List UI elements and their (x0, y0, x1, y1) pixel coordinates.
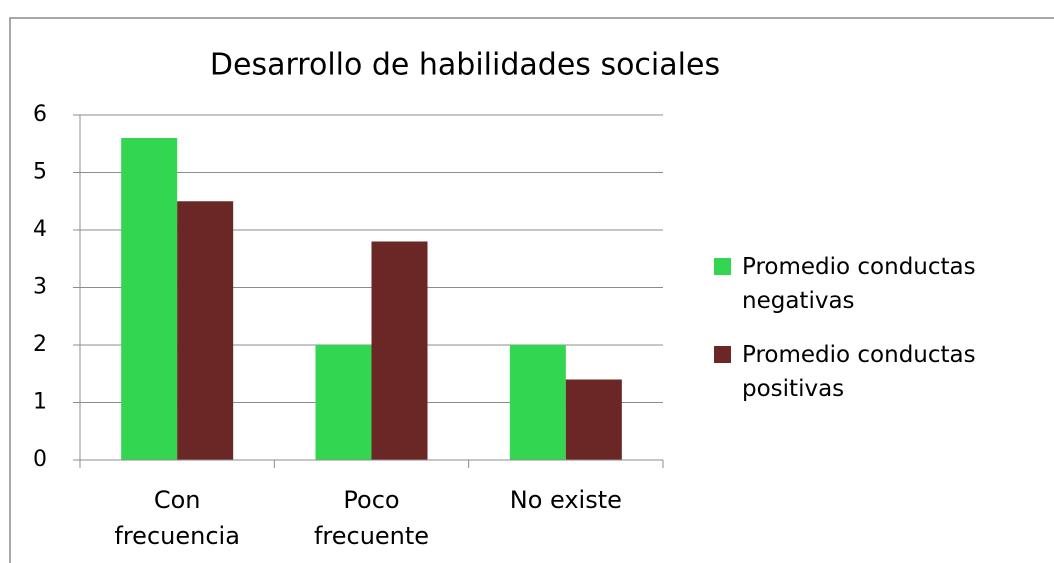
legend-label: Promedio conductas negativas (742, 254, 976, 314)
x-tick-label: No existe (509, 486, 622, 514)
x-tick-label: Con frecuencia (114, 486, 240, 550)
chart-frame (9, 17, 1054, 563)
legend-label: Promedio conductas positivas (742, 342, 976, 402)
bar (371, 241, 428, 460)
x-tick-label: Poco frecuente (313, 486, 430, 550)
y-tick-label: 2 (33, 332, 47, 357)
bar (315, 345, 372, 460)
bar (121, 138, 178, 460)
legend-swatch (714, 258, 731, 275)
legend-swatch (714, 346, 731, 363)
y-tick-label: 4 (33, 217, 47, 242)
y-tick-label: 0 (33, 447, 47, 472)
y-tick-label: 5 (33, 160, 47, 185)
y-tick-label: 6 (33, 102, 47, 127)
bar (509, 345, 566, 460)
y-tick-label: 3 (33, 275, 47, 300)
chart-title: Desarrollo de habilidades sociales (210, 48, 720, 83)
bar (565, 379, 622, 460)
bar (177, 201, 234, 460)
y-tick-label: 1 (33, 390, 47, 415)
